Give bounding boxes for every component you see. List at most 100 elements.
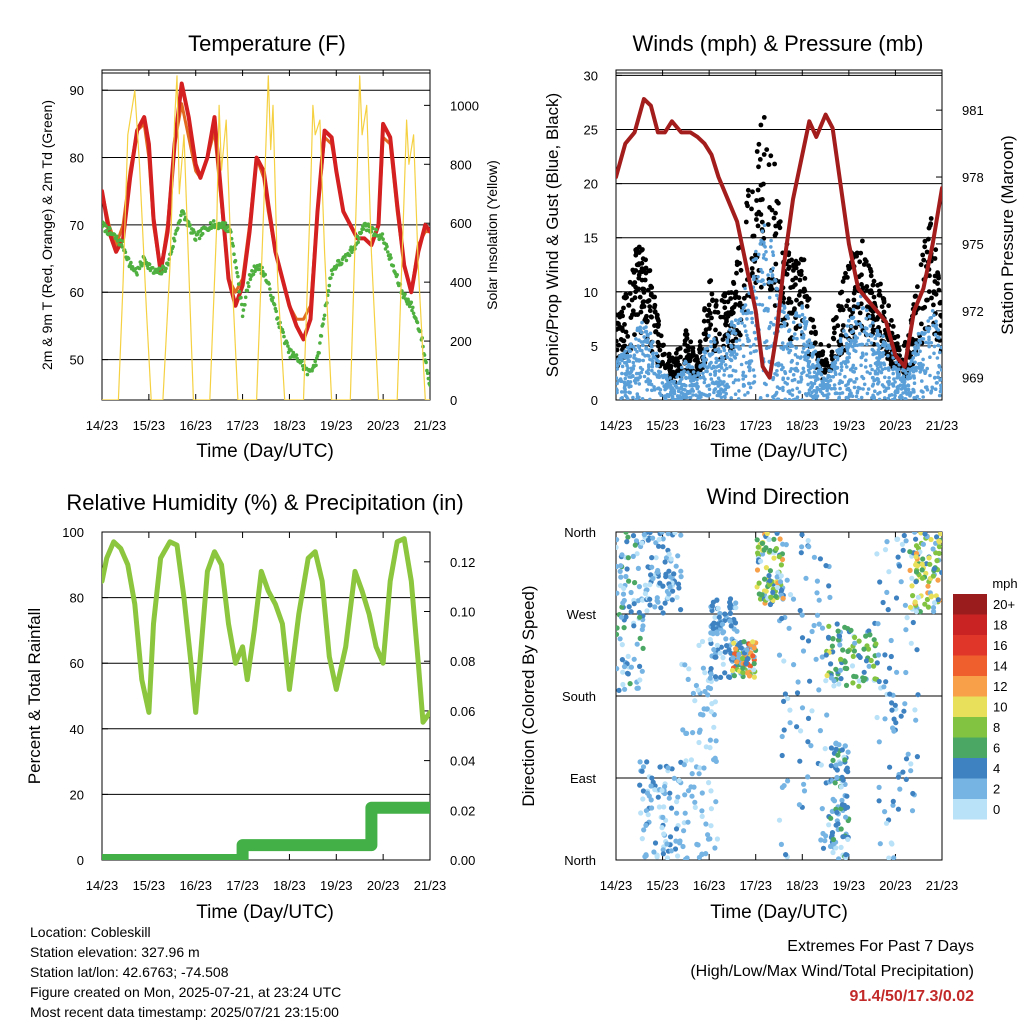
direction-point: [912, 707, 918, 713]
direction-point: [692, 804, 698, 811]
direction-point: [794, 690, 801, 696]
direction-point: [636, 609, 642, 616]
direction-point: [781, 658, 787, 664]
direction-point: [830, 757, 836, 764]
dewpoint-point: [381, 237, 385, 241]
direction-point: [826, 822, 832, 828]
direction-point: [842, 743, 848, 749]
gust-point: [847, 265, 852, 271]
direction-point: [774, 574, 780, 580]
direction-point: [693, 682, 700, 689]
wind-point: [723, 363, 728, 367]
direction-point: [655, 569, 661, 575]
direction-point: [922, 532, 928, 537]
wind-point: [702, 380, 707, 385]
wind-point: [639, 330, 644, 335]
dewpoint-point: [233, 258, 238, 263]
direction-point: [839, 797, 845, 804]
direction-point: [782, 691, 789, 697]
wind-point: [880, 367, 885, 372]
wind-point: [684, 375, 688, 380]
wind-point: [844, 332, 848, 337]
direction-point: [697, 765, 703, 771]
legend-swatch: [953, 655, 987, 676]
wind-point: [786, 376, 790, 381]
gust-point: [641, 268, 647, 273]
gust-point: [620, 328, 626, 333]
gust-point: [657, 347, 663, 353]
direction-point: [902, 701, 908, 707]
direction-point: [833, 741, 839, 747]
wind-point: [916, 331, 921, 336]
gust-point: [633, 252, 639, 258]
wind-point: [767, 324, 772, 329]
direction-point: [652, 783, 658, 789]
direction-point: [652, 604, 658, 610]
wind-point: [616, 358, 620, 363]
wind-point: [651, 359, 655, 364]
wind-point: [734, 339, 739, 344]
gust-point: [647, 308, 653, 314]
direction-point: [903, 538, 909, 544]
direction-point: [709, 603, 715, 609]
wind-point: [616, 376, 619, 380]
direction-point: [722, 611, 728, 617]
wind-point: [836, 350, 840, 355]
wind-point: [641, 358, 645, 363]
extremes-values: 91.4/50/17.3/0.02: [849, 988, 974, 1005]
wind-point: [616, 360, 618, 365]
y-right-tick-label: 0.10: [450, 605, 475, 620]
wind-point: [713, 373, 717, 377]
gust-point: [654, 314, 660, 320]
wind-point: [712, 388, 717, 392]
direction-point: [799, 635, 806, 641]
direction-point: [708, 671, 714, 677]
wind-point: [626, 366, 630, 370]
gust-point: [797, 277, 803, 283]
wind-point: [876, 377, 880, 382]
gust-point: [703, 327, 709, 333]
wind-point: [817, 387, 821, 392]
gust-point: [808, 330, 814, 335]
y-right-axis-label: Station Pressure (Maroon): [998, 135, 1017, 334]
wind-point: [671, 379, 675, 384]
wind-point: [934, 319, 938, 324]
wind-point: [795, 395, 800, 400]
gust-point: [683, 348, 689, 354]
direction-point: [764, 532, 770, 537]
wind-point: [937, 335, 941, 340]
wind-point: [634, 371, 639, 376]
wind-point: [873, 351, 878, 356]
legend-swatch: [953, 676, 987, 697]
direction-point: [839, 774, 845, 781]
gust-point: [645, 287, 651, 293]
wind-point: [656, 364, 660, 368]
wind-point: [706, 393, 711, 398]
direction-point: [785, 695, 791, 702]
gust-point: [881, 309, 887, 315]
wind-point: [812, 381, 817, 386]
dewpoint-point: [243, 303, 247, 307]
wind-point: [938, 378, 942, 382]
gust-point: [860, 238, 865, 244]
direction-point: [712, 674, 719, 680]
gust-point: [855, 304, 861, 310]
direction-point: [678, 607, 684, 613]
y-right-tick-label: 978: [962, 170, 984, 185]
wind-point: [845, 324, 850, 328]
gust-point: [754, 217, 759, 222]
gust-point: [922, 244, 928, 250]
direction-point: [895, 554, 901, 560]
wind-point: [807, 338, 812, 343]
wind-point: [839, 368, 844, 373]
direction-point: [685, 676, 691, 683]
direction-point: [755, 550, 761, 556]
wind-point: [876, 366, 880, 371]
gust-point: [684, 354, 690, 360]
wind-point: [754, 249, 758, 254]
wind-point: [934, 323, 939, 327]
direction-point: [787, 720, 793, 726]
wind-point: [616, 387, 619, 391]
wind-point: [821, 386, 826, 391]
direction-point: [801, 781, 807, 787]
